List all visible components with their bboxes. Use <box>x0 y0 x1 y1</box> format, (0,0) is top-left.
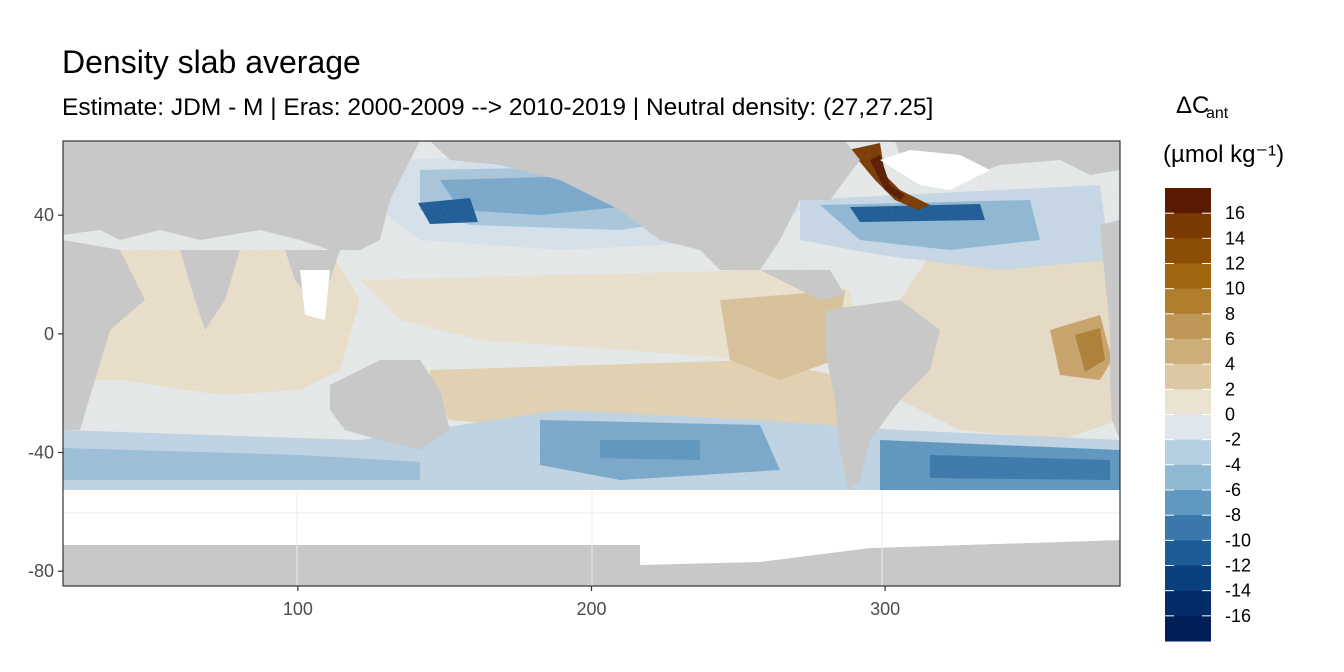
y-tick-label: 40 <box>34 205 54 225</box>
legend-swatch <box>1165 313 1211 340</box>
land-africa-east <box>63 240 145 430</box>
legend-tick-label: -12 <box>1225 556 1251 576</box>
land-masses <box>63 141 1120 586</box>
legend-tick-label: 12 <box>1225 254 1245 274</box>
legend-tick-label: -16 <box>1225 606 1251 626</box>
legend-swatch <box>1165 339 1211 365</box>
legend-tick-label: -6 <box>1225 480 1241 500</box>
page-title: Density slab average <box>62 44 361 80</box>
legend-title-subscript: ant <box>1206 105 1229 122</box>
y-tick-label: 0 <box>44 324 54 344</box>
land-south-america <box>825 300 940 490</box>
graticule <box>63 490 1120 586</box>
legend-swatch <box>1165 213 1211 239</box>
legend-swatch <box>1165 414 1211 441</box>
land-india <box>180 250 240 330</box>
y-tick-label: -80 <box>28 561 54 581</box>
legend-title: ΔC <box>1176 92 1209 119</box>
land-africa-west <box>1100 220 1120 440</box>
legend-swatch <box>1165 565 1211 592</box>
legend-tick-label: -2 <box>1225 430 1241 450</box>
page-subtitle: Estimate: JDM - M | Eras: 2000-2009 --> … <box>62 94 934 121</box>
x-tick-label: 200 <box>576 599 606 619</box>
legend-swatch <box>1165 590 1211 617</box>
legend-swatch <box>1165 615 1211 642</box>
y-axis: 40 0 -40 -80 <box>28 205 63 581</box>
legend-swatch <box>1165 490 1211 516</box>
legend-tick-label: 14 <box>1225 228 1245 248</box>
land-central-america <box>760 270 845 300</box>
legend-swatch <box>1165 540 1211 566</box>
legend-tick-label: -4 <box>1225 455 1241 475</box>
legend-tick-label: 16 <box>1225 203 1245 223</box>
y-tick-label: -40 <box>28 443 54 463</box>
legend-swatch <box>1165 364 1211 390</box>
legend-ticks: 16 14 12 10 8 6 4 2 0 -2 -4 -6 -8 -10 -12 -14 -16 <box>1165 203 1251 626</box>
land-eurasia <box>63 141 420 250</box>
legend-swatch <box>1165 389 1211 415</box>
legend-tick-label: 4 <box>1225 354 1235 374</box>
legend-tick-label: 0 <box>1225 405 1235 425</box>
legend-swatch <box>1165 464 1211 491</box>
land-north-america <box>430 141 860 270</box>
x-axis: 100 200 300 <box>283 586 900 619</box>
legend-tick-label: 10 <box>1225 279 1245 299</box>
legend-swatches <box>1165 188 1211 642</box>
map-content <box>63 141 1120 586</box>
indonesia-no-data <box>300 270 330 320</box>
legend-tick-label: 6 <box>1225 329 1235 349</box>
land-australia <box>330 360 450 450</box>
legend-swatch <box>1165 188 1211 214</box>
legend-swatch <box>1165 439 1211 466</box>
legend-swatch <box>1165 238 1211 264</box>
legend-swatch <box>1165 263 1211 290</box>
legend-tick-label: -8 <box>1225 505 1241 525</box>
legend-swatch <box>1165 515 1211 541</box>
greenland-no-data <box>880 150 990 190</box>
x-tick-label: 300 <box>870 599 900 619</box>
legend-tick-label: 8 <box>1225 304 1235 324</box>
x-tick-label: 100 <box>283 599 313 619</box>
legend-tick-label: -14 <box>1225 581 1251 601</box>
legend-tick-label: -10 <box>1225 530 1251 550</box>
colorbar-legend: ΔC ant (µmol kg⁻¹) 16 14 12 10 8 6 4 2 0 -2 -4 -6 -8… <box>1163 92 1284 642</box>
legend-tick-label: 2 <box>1225 379 1235 399</box>
legend-swatch <box>1165 288 1211 315</box>
legend-units: (µmol kg⁻¹) <box>1163 141 1284 168</box>
